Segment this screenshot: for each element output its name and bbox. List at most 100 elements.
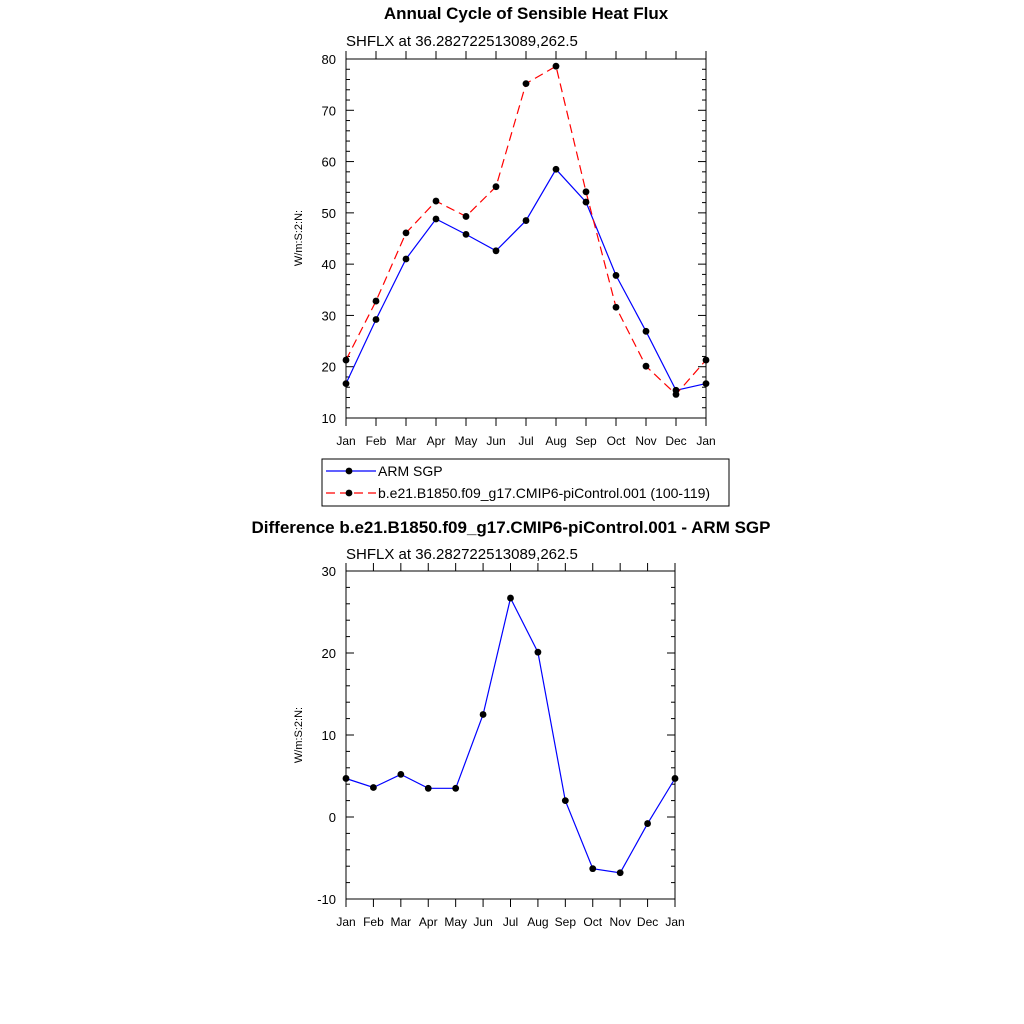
ytick-label: 10	[322, 411, 336, 426]
top-chart-ytick-labels: 10 20 30 40 50 60 70 80	[322, 52, 336, 426]
data-point	[552, 62, 560, 70]
bottom-chart-ticks	[345, 563, 676, 907]
data-point	[644, 820, 651, 827]
xtick-label: Aug	[527, 915, 548, 929]
data-point	[402, 255, 410, 263]
data-point	[534, 648, 542, 656]
data-point	[342, 380, 350, 388]
xtick-label: Aug	[545, 434, 566, 448]
xtick-label: Nov	[635, 434, 656, 448]
top-chart-title: Annual Cycle of Sensible Heat Flux	[384, 4, 669, 23]
xtick-label: Jun	[486, 434, 505, 448]
xtick-label: Dec	[665, 434, 686, 448]
data-point	[522, 80, 530, 88]
data-point	[402, 229, 410, 237]
data-point	[589, 865, 597, 873]
xtick-label: Oct	[607, 434, 626, 448]
ytick-label: 10	[322, 728, 336, 743]
data-point	[342, 356, 350, 364]
data-point	[582, 198, 590, 206]
xtick-label: Jan	[696, 434, 715, 448]
legend-label-model: b.e21.B1850.f09_g17.CMIP6-piControl.001 …	[378, 485, 710, 501]
xtick-label: Nov	[609, 915, 630, 929]
data-point	[507, 594, 514, 602]
ytick-label: 60	[322, 155, 336, 170]
top-chart-series	[342, 62, 710, 398]
data-point	[702, 380, 710, 388]
bottom-chart-xtick-labels: Jan Feb Mar Apr May Jun Jul Aug Sep Oct Nov Dec Jan	[336, 915, 684, 929]
data-point	[372, 316, 380, 323]
data-point	[561, 797, 569, 804]
ytick-label: 40	[322, 257, 336, 272]
data-point	[479, 711, 487, 718]
bottom-chart-ytick-labels: -10 0 10 20 30	[317, 564, 336, 907]
ytick-label: 70	[322, 103, 336, 118]
data-point	[372, 297, 380, 305]
ytick-label: 20	[322, 646, 336, 661]
xtick-label: May	[444, 915, 467, 929]
data-point	[432, 197, 440, 205]
xtick-label: Feb	[363, 915, 384, 929]
series-line	[345, 65, 707, 396]
data-point	[424, 784, 432, 792]
bottom-chart-series	[342, 594, 679, 877]
xtick-label: Feb	[366, 434, 387, 448]
bottom-chart-ylabel: W/m:S:2:N:	[293, 707, 305, 763]
bottom-chart-title: Difference b.e21.B1850.f09_g17.CMIP6-piC…	[252, 518, 771, 537]
bottom-chart-subtitle: SHFLX at 36.282722513089,262.5	[346, 546, 578, 563]
data-point	[582, 188, 590, 196]
data-point	[616, 869, 624, 877]
legend-marker-model	[345, 489, 353, 497]
xtick-label: Jun	[473, 915, 492, 929]
top-chart: Annual Cycle of Sensible Heat Flux SHFLX…	[293, 4, 716, 448]
data-point	[452, 784, 460, 792]
data-point	[462, 213, 470, 220]
data-point	[370, 784, 377, 791]
series-line	[345, 168, 707, 391]
top-chart-legend: ARM SGP b.e21.B1850.f09_g17.CMIP6-piCont…	[321, 458, 730, 507]
xtick-label: Sep	[575, 434, 597, 448]
legend-label-arm-sgp: ARM SGP	[378, 463, 443, 479]
xtick-label: May	[455, 434, 478, 448]
top-chart-xtick-labels: Jan Feb Mar Apr May Jun Jul Aug Sep Oct Nov Dec Jan	[336, 434, 715, 448]
ytick-label: 80	[322, 52, 336, 67]
data-point	[492, 247, 500, 255]
xtick-label: Jan	[665, 915, 684, 929]
ytick-label: 0	[329, 810, 336, 825]
data-point	[342, 775, 350, 782]
data-point	[492, 183, 500, 191]
data-point	[702, 356, 710, 364]
ytick-label: 50	[322, 206, 336, 221]
legend-marker-arm-sgp	[345, 467, 353, 475]
ytick-label: 20	[322, 360, 336, 375]
top-chart-subtitle: SHFLX at 36.282722513089,262.5	[346, 33, 578, 50]
xtick-label: Mar	[396, 434, 417, 448]
xtick-label: Jul	[503, 915, 518, 929]
top-chart-ticks	[345, 51, 707, 426]
legend-box	[321, 458, 730, 507]
ytick-label: 30	[322, 564, 336, 579]
data-point	[552, 165, 560, 173]
ytick-label: -10	[317, 892, 336, 907]
xtick-label: Sep	[555, 915, 577, 929]
xtick-label: Jan	[336, 434, 355, 448]
data-point	[612, 303, 620, 311]
xtick-label: Oct	[583, 915, 602, 929]
xtick-label: Jan	[336, 915, 355, 929]
data-point	[432, 215, 440, 223]
top-chart-plot-frame	[345, 58, 707, 419]
xtick-label: Mar	[390, 915, 411, 929]
xtick-label: Apr	[427, 434, 446, 448]
data-point	[397, 770, 405, 778]
data-point	[612, 272, 620, 279]
data-point	[642, 327, 650, 335]
series-line	[345, 596, 676, 874]
ytick-label: 30	[322, 308, 336, 323]
data-point	[672, 391, 680, 398]
xtick-label: Jul	[518, 434, 533, 448]
data-point	[642, 362, 650, 370]
data-point	[671, 775, 679, 782]
data-point	[522, 217, 530, 224]
bottom-chart-plot-frame	[345, 570, 676, 900]
